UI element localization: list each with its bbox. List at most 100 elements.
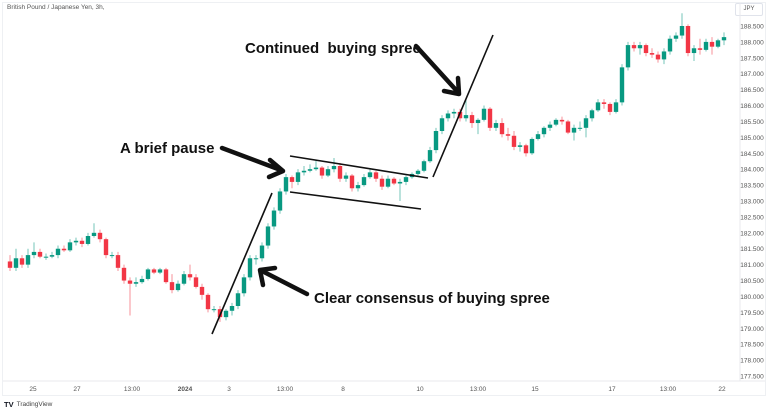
candle — [427, 146, 433, 163]
candle — [199, 283, 205, 300]
candle — [673, 32, 679, 42]
price-tick-label: 185.000 — [740, 135, 764, 142]
channel-lower-line — [289, 191, 422, 210]
candle-body — [661, 51, 667, 60]
candle — [607, 102, 613, 116]
candle — [655, 51, 661, 63]
candle-body — [169, 282, 175, 291]
candle-body — [361, 177, 367, 186]
candle — [109, 251, 115, 259]
price-axis[interactable]: 188.500 188.000 187.500 187.000 186.500 186.0… — [740, 24, 764, 381]
candle-body — [301, 170, 307, 173]
candle-body — [685, 26, 691, 54]
candle-body — [607, 103, 613, 112]
candle — [91, 223, 97, 238]
candle-body — [691, 48, 697, 54]
candle-body — [637, 45, 643, 49]
candle — [19, 255, 25, 268]
candle-body — [595, 102, 601, 111]
candle — [319, 166, 325, 179]
arrow-continued-icon — [413, 43, 462, 97]
candle — [289, 175, 295, 189]
candle-body — [547, 124, 553, 128]
candle-body — [151, 269, 157, 273]
candle — [61, 245, 67, 252]
footer-brand[interactable]: TradingView — [16, 401, 53, 408]
candle-body — [385, 178, 391, 187]
candle-body — [97, 232, 103, 240]
candle-body — [631, 45, 637, 49]
candle — [559, 116, 565, 125]
price-tick-label: 179.000 — [740, 326, 764, 333]
candle-body — [679, 26, 685, 36]
candle — [337, 162, 343, 182]
candle-body — [439, 118, 445, 131]
candle-body — [163, 269, 169, 283]
time-tick-label: 2024 — [178, 386, 193, 393]
candle-body — [181, 274, 187, 284]
candle-body — [673, 35, 679, 39]
candle — [511, 131, 517, 151]
candle-body — [505, 134, 511, 136]
candle — [151, 267, 157, 275]
candlestick-chart[interactable]: 188.500 188.000 187.500 187.000 186.500 186.0… — [0, 0, 768, 400]
candle-body — [175, 283, 181, 291]
candle-body — [367, 172, 373, 178]
arrow-consensus-icon — [257, 265, 310, 297]
candle — [691, 45, 697, 61]
candle-body — [655, 54, 661, 60]
candle-body — [145, 269, 151, 279]
price-tick-label: 187.000 — [740, 71, 764, 78]
footer: TV TradingView — [4, 400, 52, 409]
time-axis[interactable]: 25 27 13:00 2024 3 13:00 8 10 13:00 15 17 13:00 22 — [29, 386, 726, 393]
candle-body — [79, 240, 85, 244]
candle-body — [451, 111, 457, 114]
candle-body — [559, 119, 565, 122]
candle — [73, 237, 79, 246]
trend-line-consensus — [211, 192, 273, 335]
annotation-pause: A brief pause — [120, 140, 214, 157]
candle — [25, 248, 31, 268]
candle — [229, 302, 235, 316]
candle — [175, 280, 181, 292]
candle — [145, 267, 151, 281]
candle-body — [433, 131, 439, 151]
candles-layer — [7, 13, 727, 322]
candle — [37, 248, 43, 259]
candle-body — [115, 255, 121, 268]
currency-label[interactable]: JPY — [735, 3, 763, 16]
candle-body — [403, 177, 409, 182]
candle — [265, 223, 271, 249]
candle — [13, 248, 19, 271]
price-tick-label: 188.000 — [740, 39, 764, 46]
annotation-consensus: Clear consensus of buying spree — [314, 290, 550, 307]
candle — [667, 35, 673, 55]
candle-body — [193, 277, 199, 287]
candle-body — [25, 255, 31, 265]
candle-body — [139, 278, 145, 283]
candle — [433, 127, 439, 154]
candle — [601, 99, 607, 109]
candle-body — [667, 38, 673, 52]
candle-body — [577, 127, 583, 129]
price-tick-label: 182.500 — [740, 214, 764, 221]
candle-body — [103, 239, 109, 256]
candle-body — [19, 258, 25, 265]
candle-body — [649, 53, 655, 55]
candle — [67, 239, 73, 252]
candle-body — [565, 121, 571, 133]
candle-body — [61, 248, 67, 251]
candle — [499, 118, 505, 138]
chart-title: British Pound / Japanese Yen, 3h, — [7, 4, 105, 11]
candle-body — [319, 167, 325, 176]
tradingview-logo-icon[interactable]: TV — [4, 400, 14, 409]
candle — [703, 38, 709, 52]
candle — [529, 137, 535, 155]
candle-body — [67, 242, 73, 251]
price-tick-label: 181.000 — [740, 262, 764, 269]
candle — [247, 255, 253, 281]
candle — [223, 309, 229, 321]
candle-body — [7, 261, 13, 268]
price-tick-label: 181.500 — [740, 246, 764, 253]
candle-body — [343, 175, 349, 179]
